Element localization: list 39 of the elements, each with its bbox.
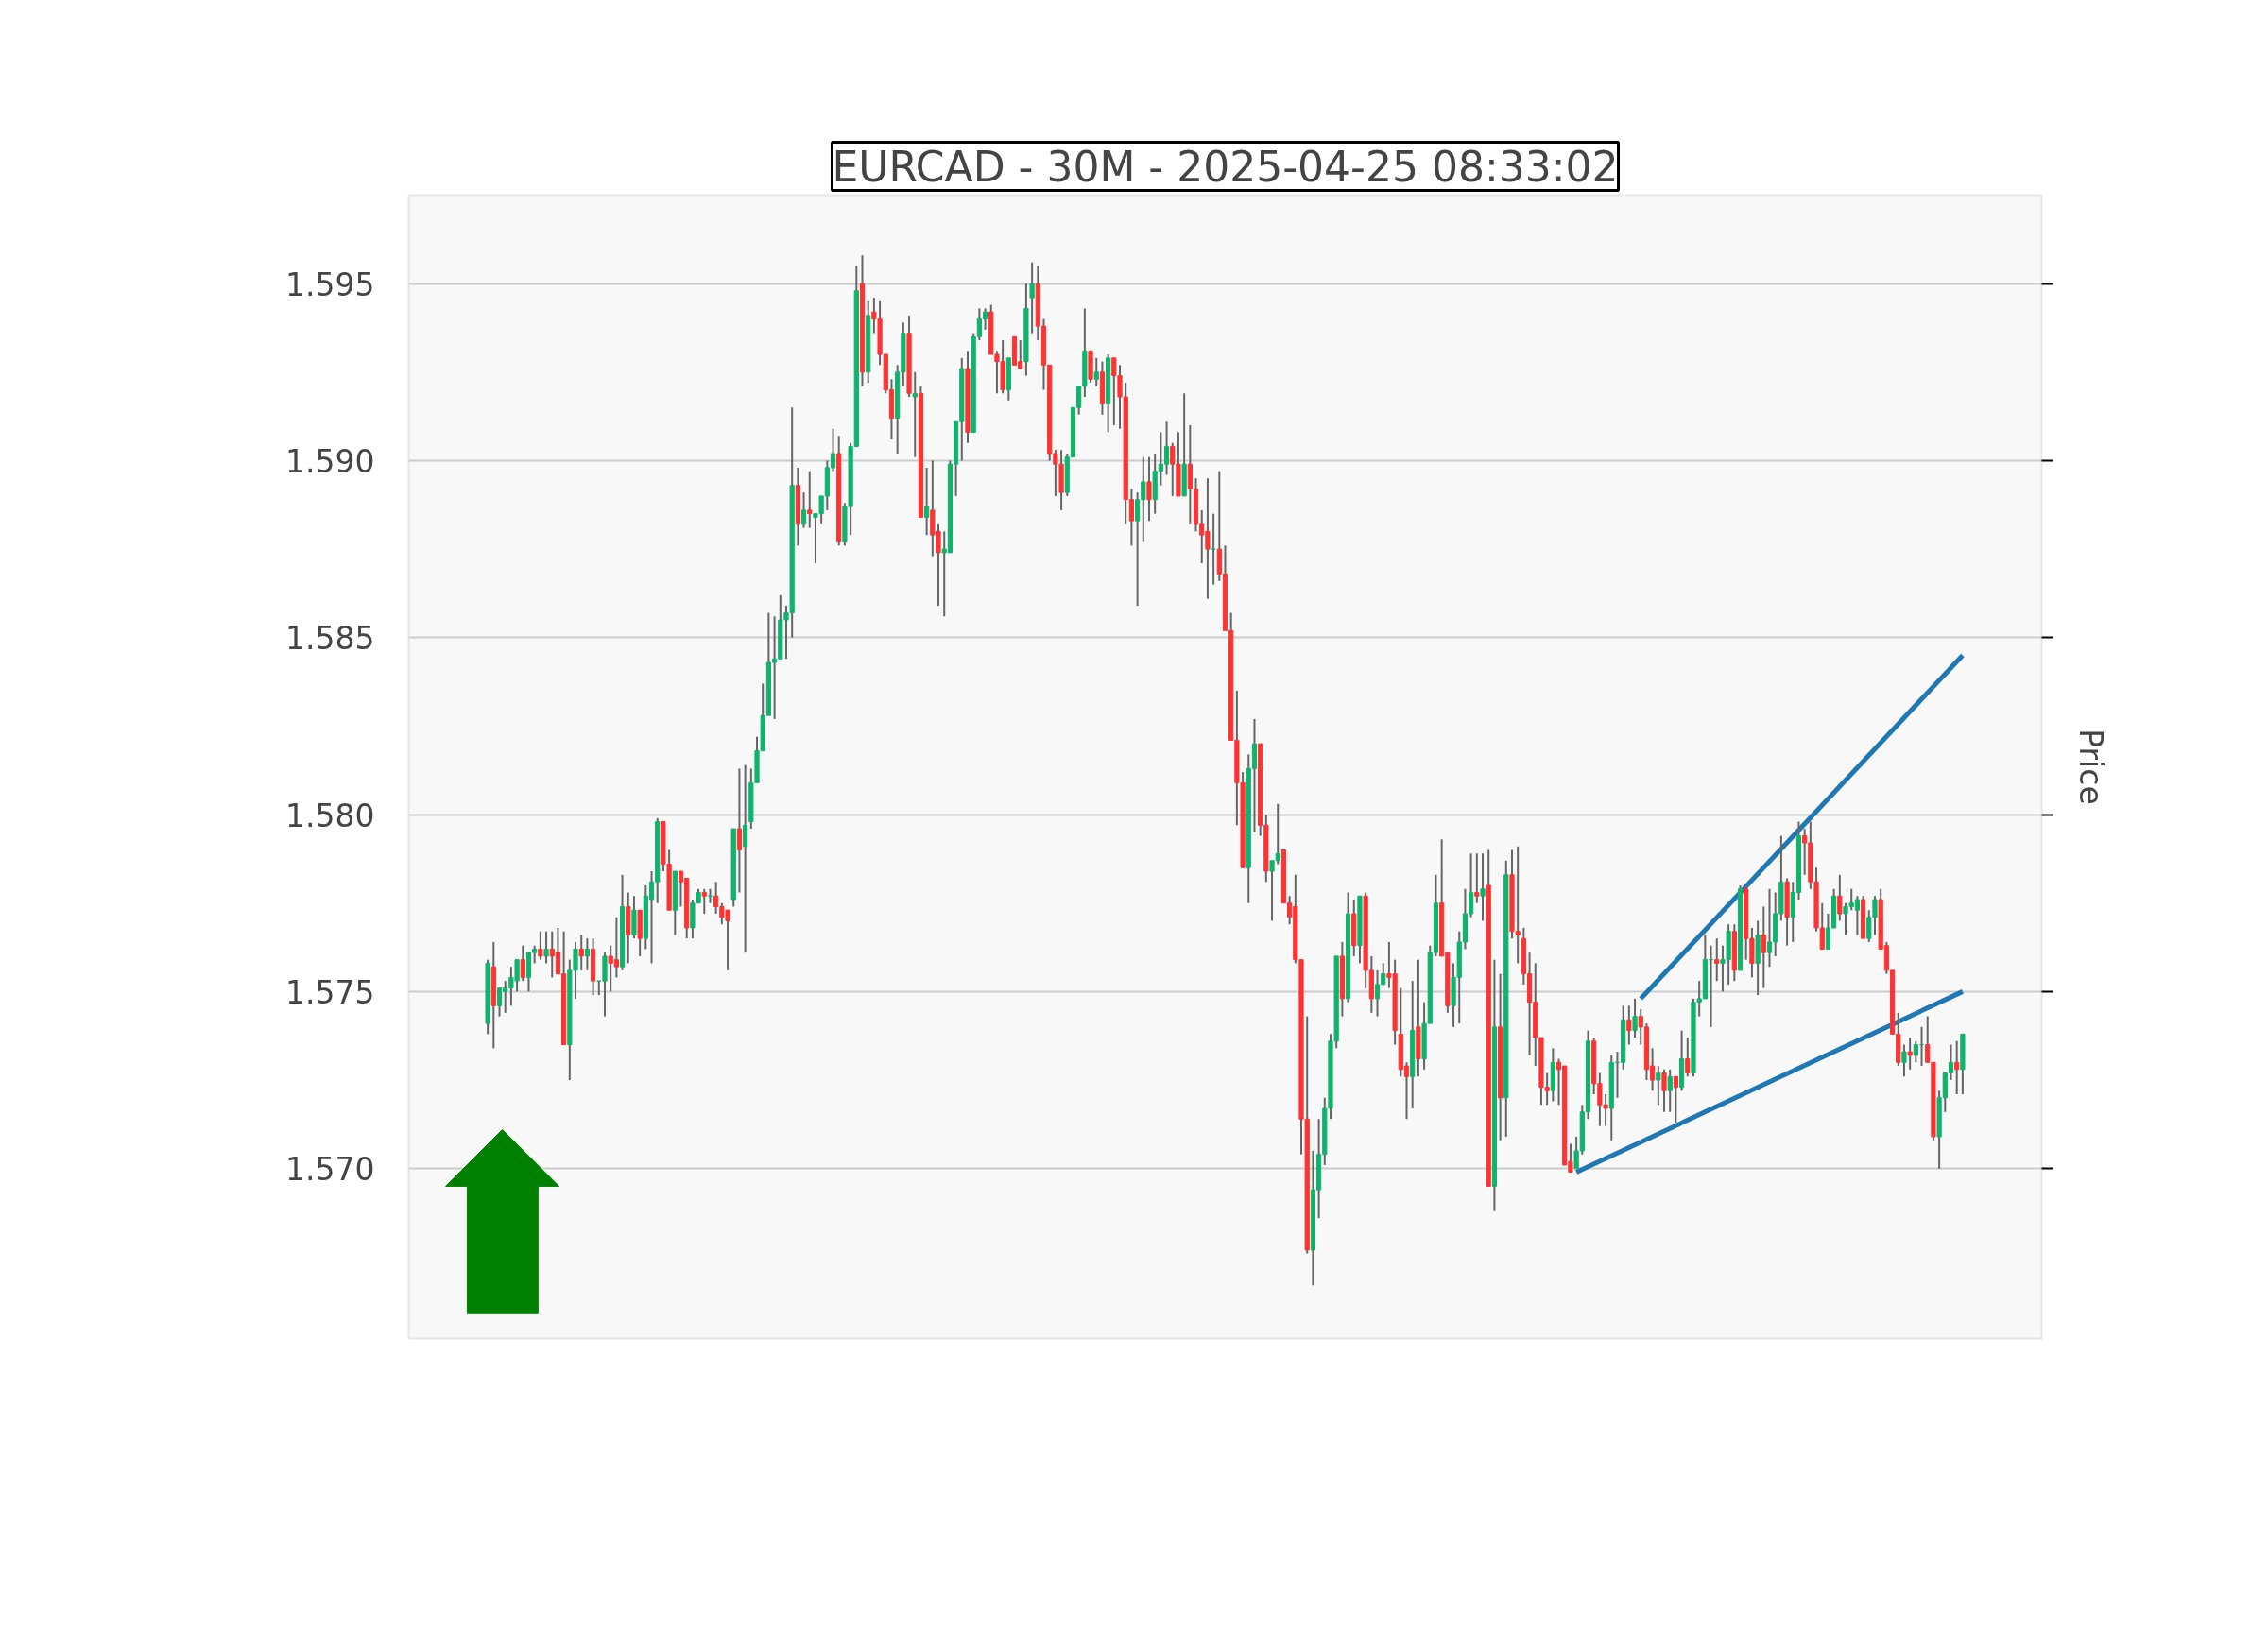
candlestick [1093, 356, 1099, 387]
candlestick [1474, 852, 1480, 904]
y-axis-title: Price [2071, 729, 2109, 805]
candlestick [736, 767, 743, 894]
candlestick [1661, 1068, 1667, 1113]
candlestick [1146, 455, 1152, 523]
candlestick [584, 937, 591, 971]
candlestick [1673, 1075, 1679, 1124]
candlestick [701, 887, 707, 915]
candlestick [1954, 1039, 1960, 1096]
candlestick [1029, 261, 1035, 335]
candlestick [1907, 1037, 1913, 1071]
candlestick [743, 764, 748, 954]
candlestick [543, 930, 549, 965]
candlestick [520, 944, 525, 983]
candlestick [800, 491, 807, 529]
y-tick-label: 1.590 [285, 442, 375, 480]
candlestick [1667, 1068, 1673, 1113]
y-tick-label: 1.570 [285, 1151, 375, 1189]
candlestick [1837, 873, 1843, 922]
candlestick [1685, 1037, 1691, 1078]
candlestick [538, 930, 543, 961]
candlestick [1761, 905, 1766, 989]
candlestick [807, 470, 813, 529]
y-tick-label: 1.575 [285, 973, 375, 1011]
y-tick-label: 1.585 [285, 620, 375, 658]
chart-title: EURCAD - 30M - 2025-04-25 08:33:02 [832, 142, 1619, 191]
candlestick [1714, 937, 1720, 983]
candlestick [1211, 512, 1216, 586]
candlestick [924, 466, 930, 537]
y-tick-label: 1.580 [285, 797, 375, 834]
y-tick-label: 1.595 [285, 266, 375, 303]
candlestick [1626, 1004, 1632, 1046]
candlestick [912, 370, 918, 458]
candlestick [1901, 1043, 1907, 1078]
candlestick [578, 934, 584, 971]
candlestick [1480, 852, 1486, 922]
candlestick [1632, 997, 1638, 1039]
candlestick [1656, 1065, 1661, 1107]
